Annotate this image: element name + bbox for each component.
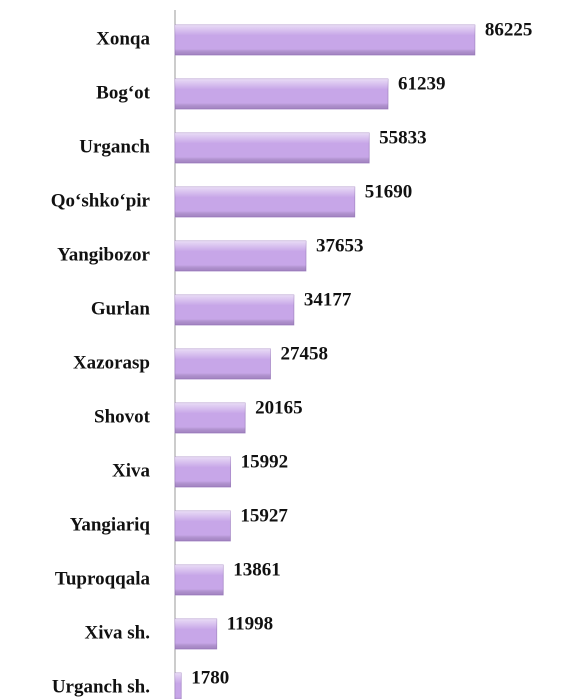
bar (174, 132, 370, 164)
value-label: 27458 (280, 343, 328, 364)
value-label: 51690 (365, 181, 413, 202)
bar (174, 24, 476, 56)
bar (174, 348, 271, 380)
category-label: Qo‘shko‘pir (51, 190, 151, 211)
category-label: Urganch (79, 136, 150, 157)
value-label: 15992 (241, 451, 289, 472)
bar (174, 456, 232, 488)
category-label: Bog‘ot (96, 82, 151, 103)
value-label: 55833 (379, 127, 427, 148)
value-label: 15927 (240, 505, 288, 526)
category-label: Urganch sh. (52, 676, 150, 697)
value-label: 37653 (316, 235, 364, 256)
bar (174, 240, 307, 272)
bar (174, 510, 231, 542)
category-label: Xiva sh. (85, 622, 150, 643)
bar (174, 186, 356, 218)
category-label: Xiva (112, 460, 151, 481)
bar (174, 402, 246, 434)
value-label: 11998 (227, 613, 273, 634)
category-label: Gurlan (91, 298, 151, 319)
category-label: Tuproqqala (55, 568, 151, 589)
value-label: 34177 (304, 289, 352, 310)
category-label: Xonqa (96, 28, 150, 49)
value-label: 61239 (398, 73, 446, 94)
category-label: Yangibozor (57, 244, 150, 265)
value-label: 1780 (191, 667, 229, 688)
value-label: 13861 (233, 559, 281, 580)
bar (174, 672, 182, 699)
value-label: 86225 (485, 19, 533, 40)
category-label: Shovot (94, 406, 151, 427)
bar (174, 618, 218, 650)
category-label: Xazorasp (73, 352, 150, 373)
bar (174, 564, 224, 596)
bar (174, 78, 389, 110)
value-label: 20165 (255, 397, 303, 418)
category-label: Yangiariq (70, 514, 151, 535)
bar (174, 294, 295, 326)
